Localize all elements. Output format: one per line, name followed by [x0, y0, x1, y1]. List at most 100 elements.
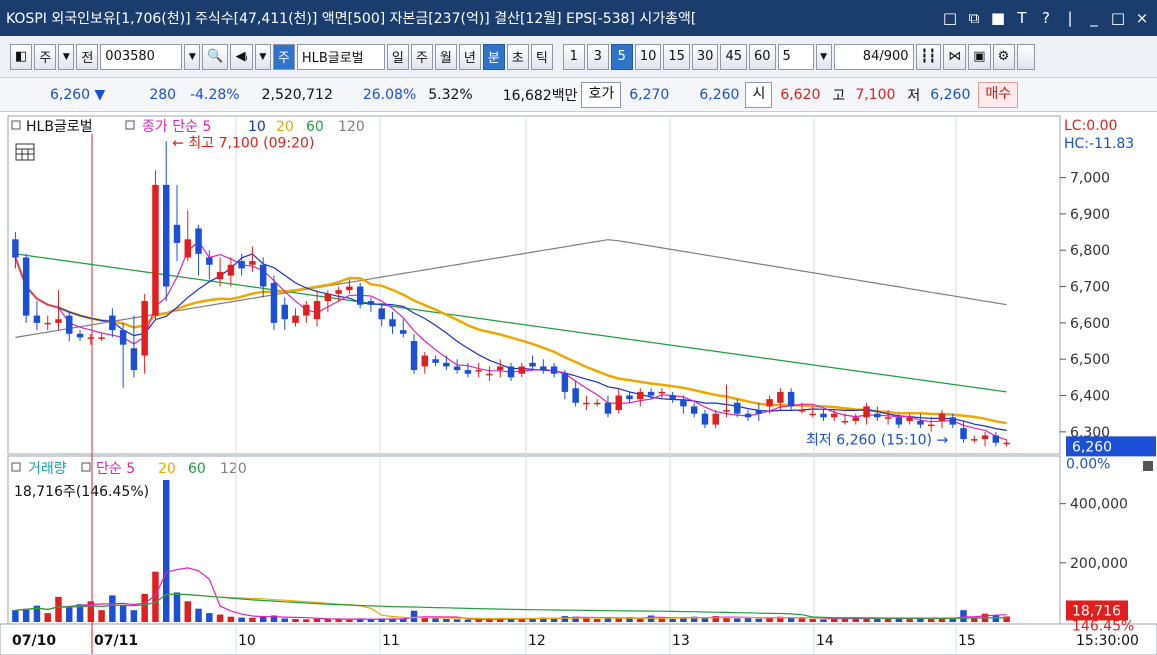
interval-15[interactable]: 15 [663, 43, 690, 70]
mode-select[interactable]: 주 [34, 43, 57, 70]
title-separator: | [1067, 9, 1073, 27]
ma120-line [15, 239, 1007, 338]
candle-body [324, 293, 332, 302]
ma60-line [15, 253, 1007, 393]
stock-code-input[interactable]: 003580 [100, 43, 183, 70]
vol-legend-name: 거래량 [28, 461, 67, 477]
candle-body [22, 257, 30, 316]
pin-icon[interactable]: ■ [990, 9, 1006, 27]
candle-body [992, 435, 1000, 443]
candle-body [259, 264, 267, 287]
volume-bar [1003, 616, 1010, 622]
volume-bar [583, 617, 590, 622]
title-icons: □ ⧉ ■ T ? | _ □ × [941, 9, 1157, 27]
volume-bar [712, 616, 719, 622]
interval-1[interactable]: 1 [562, 43, 585, 70]
candle-body [1003, 442, 1010, 445]
interval-3[interactable]: 3 [586, 43, 609, 70]
candle-body [184, 239, 192, 258]
market-select[interactable]: 전 [76, 43, 99, 70]
tab-minute[interactable]: 분 [482, 43, 505, 70]
code-dropdown-icon[interactable]: ▼ [184, 43, 201, 70]
lc-label: LC:0.00 [1064, 118, 1117, 134]
layout-icon[interactable]: □ [942, 9, 958, 27]
count-input[interactable]: 84/900 [833, 43, 914, 70]
tab-day[interactable]: 일 [386, 43, 409, 70]
candle-tool-icon[interactable]: ┇┇ [915, 43, 942, 70]
interval-45[interactable]: 45 [720, 43, 747, 70]
y-tick-label: 7,000 [1070, 171, 1110, 187]
x-label-12: 12 [528, 633, 546, 649]
candle-body [453, 366, 461, 371]
amount-value: 16,682백만 [502, 87, 578, 104]
grid-table-icon[interactable] [15, 143, 35, 161]
candle-body [550, 366, 558, 374]
interval-dropdown-icon[interactable]: ▼ [815, 43, 832, 70]
checkbox[interactable] [1016, 43, 1035, 70]
volume-bar [55, 596, 62, 622]
chart-area[interactable]: HLB글로벌 종가 단순 5 10 20 60 120 LC:0.00 HC:-… [0, 112, 1157, 655]
candle-body [777, 391, 784, 403]
buy-button[interactable]: 매수 [978, 81, 1019, 108]
restore-icon[interactable]: ⧉ [968, 9, 980, 27]
volume-bar [335, 619, 342, 622]
help-icon[interactable]: ? [1042, 9, 1050, 27]
volume-bar [216, 614, 224, 622]
candle-body [615, 395, 622, 411]
y-tick-label: 6,500 [1070, 352, 1110, 368]
volume-bar [141, 593, 148, 622]
font-icon[interactable]: T [1017, 9, 1027, 27]
tab-year[interactable]: 년 [458, 43, 481, 70]
candle-body [884, 417, 892, 419]
search-icon[interactable]: 🔍 [202, 43, 229, 70]
volume-bar [529, 618, 536, 622]
interval-10[interactable]: 10 [634, 43, 662, 70]
volume-bar [346, 619, 353, 622]
min-price-annotation: 최저 6,260 (15:10) → [806, 433, 948, 449]
interval-30[interactable]: 30 [691, 43, 719, 70]
volume-bar [195, 608, 202, 622]
save-icon[interactable]: ▣ [968, 43, 991, 70]
stock-name-field[interactable]: HLB글로벌 [296, 43, 385, 70]
tab-month[interactable]: 월 [434, 43, 457, 70]
volume-bar [130, 610, 138, 622]
candle-body [583, 402, 590, 405]
legend-stock-name: HLB글로벌 [26, 119, 93, 135]
candle-body [346, 286, 353, 291]
candle-body [529, 362, 536, 367]
vol-current-value: 18,716 [1072, 603, 1121, 619]
volume-bar [443, 619, 450, 622]
chart-svg[interactable]: HLB글로벌 종가 단순 5 10 20 60 120 LC:0.00 HC:-… [0, 112, 1157, 655]
tab-tick[interactable]: 틱 [530, 43, 553, 70]
volume-bar [12, 610, 19, 622]
tab-week[interactable]: 주 [410, 43, 433, 70]
close-icon[interactable] [1143, 461, 1153, 471]
interval-input[interactable]: 5 [777, 43, 814, 70]
indicator-icon[interactable]: ⋈ [943, 43, 967, 70]
candle-body [949, 417, 956, 425]
volume-bar [863, 618, 870, 622]
maximize-icon[interactable]: □ [1110, 9, 1126, 27]
gear-icon[interactable]: ⚙ [992, 43, 1015, 70]
candle-body [378, 308, 385, 320]
volume-bar [486, 619, 493, 622]
candle-body [443, 362, 450, 367]
tab-second[interactable]: 초 [506, 43, 529, 70]
volume-bar [109, 595, 116, 622]
volume-bar [906, 618, 913, 622]
minimize-icon[interactable]: _ [1090, 9, 1098, 27]
vol-legend-type-text: 단순 [96, 461, 122, 477]
interval-5[interactable]: 5 [610, 43, 633, 70]
speaker-icon[interactable]: ◀ᵢ [230, 43, 253, 70]
speaker-dropdown-icon[interactable]: ▼ [254, 43, 271, 70]
candle-body [12, 239, 19, 258]
close-icon[interactable]: × [1135, 9, 1149, 27]
vol-ma60-line [15, 593, 1007, 619]
candle-body [820, 413, 827, 418]
panel-toggle-icon[interactable]: ◧ [10, 43, 33, 70]
vol-legend-ma20: 20 [158, 461, 176, 477]
interval-60[interactable]: 60 [749, 43, 776, 70]
candle-body [152, 184, 159, 316]
x-label-14: 14 [816, 633, 834, 649]
chevron-down-icon[interactable]: ▼ [58, 43, 75, 70]
